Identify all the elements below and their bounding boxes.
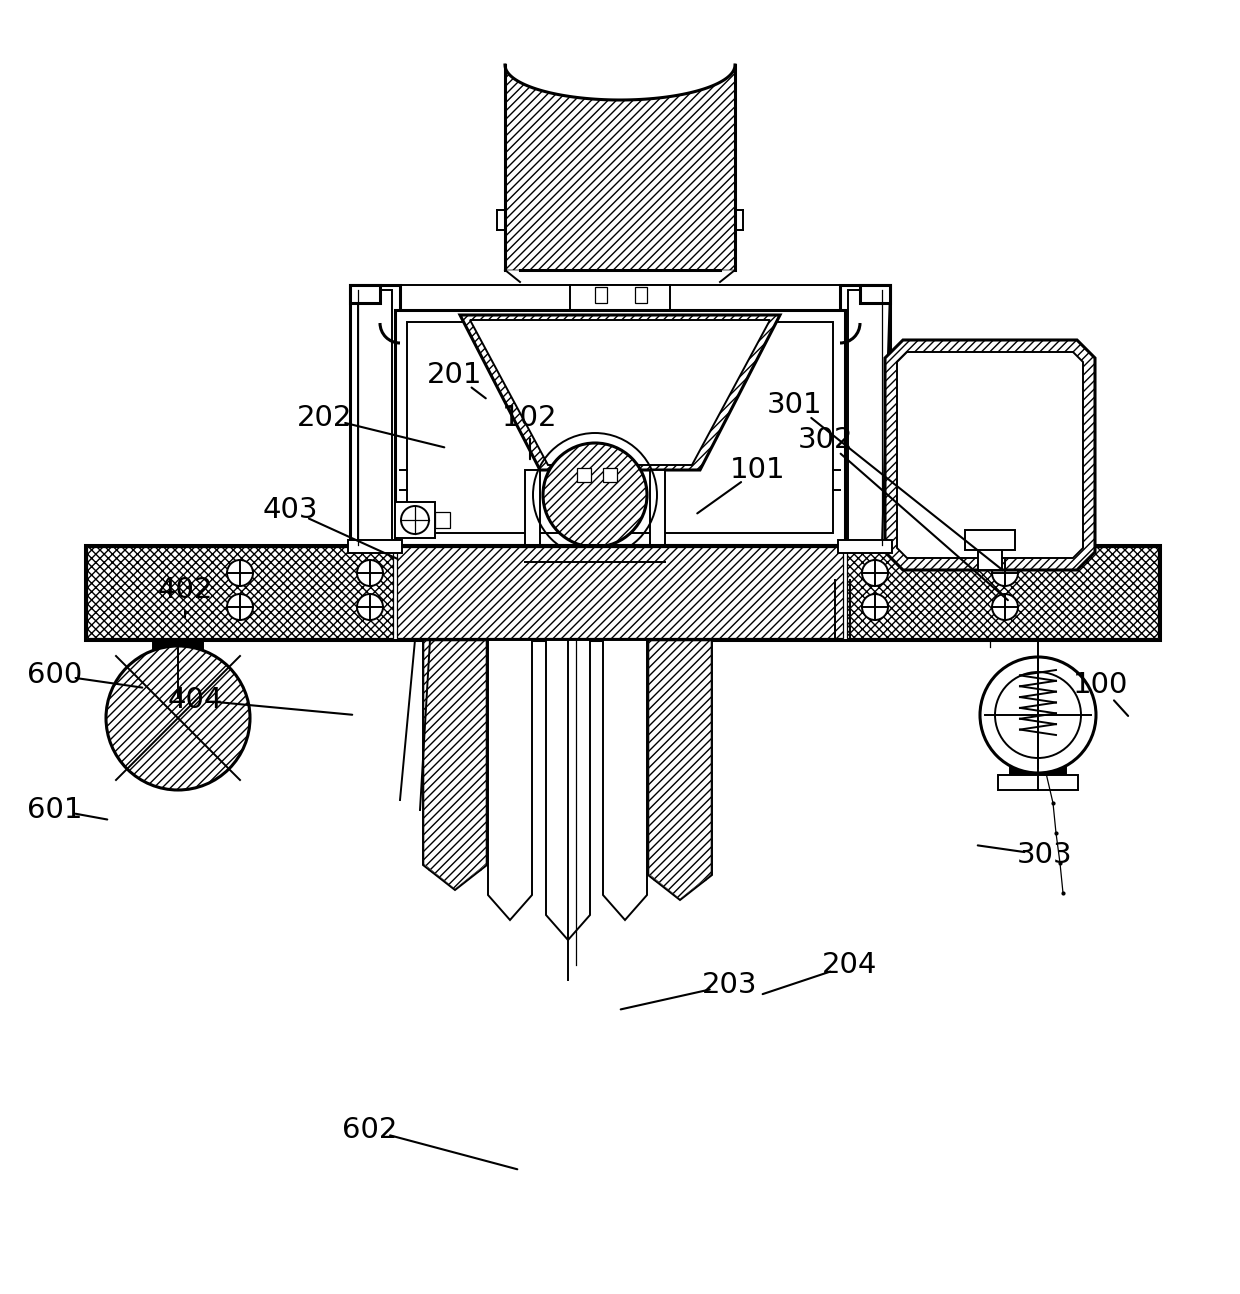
Text: 602: 602 [342,1115,398,1144]
Polygon shape [838,540,892,553]
Polygon shape [965,531,1016,550]
Circle shape [357,594,383,620]
Polygon shape [1011,735,1066,780]
Text: 100: 100 [1073,672,1127,699]
Circle shape [401,506,429,534]
Polygon shape [435,512,450,528]
Polygon shape [603,468,618,481]
Polygon shape [552,655,584,936]
Circle shape [862,560,888,586]
Circle shape [105,646,250,791]
Polygon shape [348,540,402,553]
Text: 102: 102 [502,404,558,432]
Text: 402: 402 [157,576,213,604]
Circle shape [543,443,647,547]
Polygon shape [379,285,861,311]
Polygon shape [397,547,843,638]
Polygon shape [650,470,665,562]
Polygon shape [396,502,435,538]
Polygon shape [396,311,844,545]
Polygon shape [407,322,833,533]
Circle shape [227,560,253,586]
Polygon shape [358,290,392,545]
Text: 301: 301 [768,391,823,419]
Polygon shape [350,285,379,303]
Polygon shape [494,655,526,915]
Polygon shape [649,641,711,899]
Text: 403: 403 [262,496,317,524]
Polygon shape [505,65,735,270]
Polygon shape [649,641,712,901]
Circle shape [980,657,1096,773]
Text: 101: 101 [730,455,786,484]
Text: 303: 303 [1017,841,1073,870]
Text: 302: 302 [797,426,853,454]
Polygon shape [839,285,890,545]
Polygon shape [577,468,591,481]
Circle shape [992,560,1018,586]
Polygon shape [350,285,401,545]
Polygon shape [470,320,770,465]
Polygon shape [848,290,890,545]
Polygon shape [603,641,647,920]
Polygon shape [460,314,780,470]
Polygon shape [525,470,539,562]
Polygon shape [635,287,647,303]
Text: 203: 203 [702,970,758,999]
Polygon shape [847,547,1158,638]
Polygon shape [546,641,590,939]
Polygon shape [885,340,1095,569]
Polygon shape [609,655,641,915]
Polygon shape [570,285,670,320]
Polygon shape [653,655,706,895]
Polygon shape [978,545,1002,569]
Polygon shape [140,685,216,697]
Polygon shape [429,655,481,885]
Polygon shape [87,547,393,638]
Text: 600: 600 [27,661,83,688]
Circle shape [862,594,888,620]
Text: 204: 204 [822,951,878,980]
Text: 201: 201 [428,361,482,389]
Polygon shape [861,285,890,303]
Polygon shape [897,352,1083,558]
Text: 202: 202 [298,404,352,432]
Text: 601: 601 [27,796,83,824]
Polygon shape [998,775,1078,791]
Polygon shape [153,641,203,690]
Polygon shape [423,641,487,890]
Polygon shape [424,641,486,889]
Polygon shape [489,641,532,920]
Polygon shape [595,287,608,303]
Circle shape [227,594,253,620]
Polygon shape [86,545,1159,641]
Circle shape [357,560,383,586]
Text: 404: 404 [167,686,223,714]
Circle shape [992,594,1018,620]
